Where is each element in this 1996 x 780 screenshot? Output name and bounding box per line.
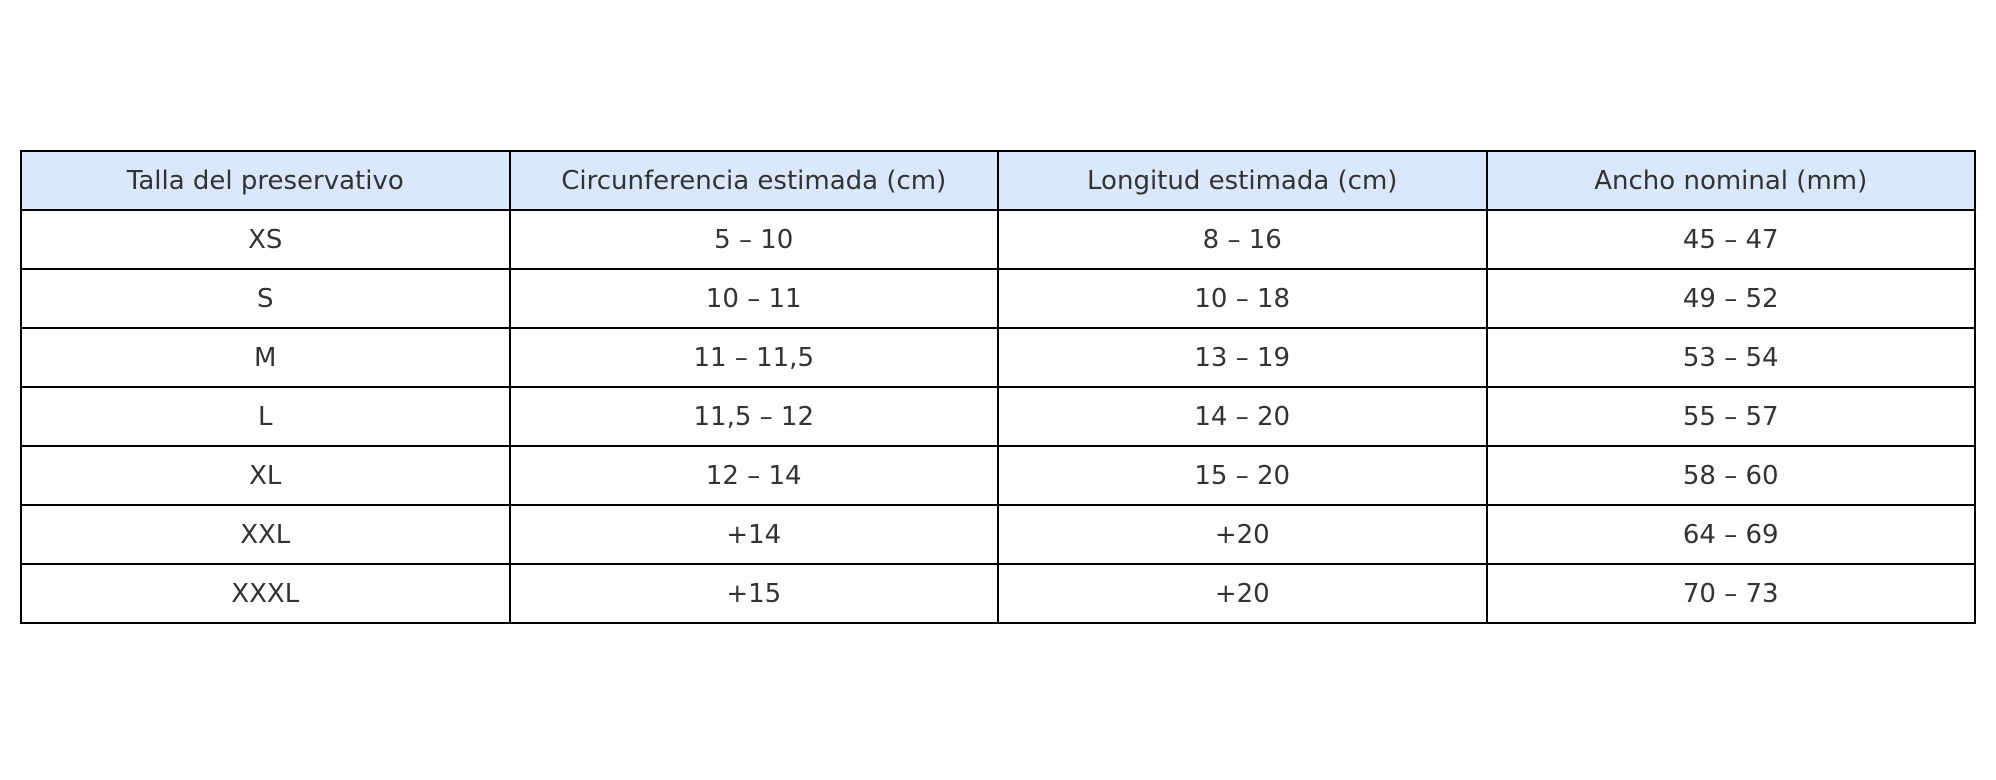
table-cell: S	[20, 268, 511, 329]
table-cell: 53 – 54	[1485, 327, 1976, 388]
table-cell: 12 – 14	[508, 445, 999, 506]
table-cell: 58 – 60	[1485, 445, 1976, 506]
header-cell: Talla del preservativo	[20, 150, 511, 211]
table-cell: 14 – 20	[997, 386, 1488, 447]
table-cell: 11,5 – 12	[508, 386, 999, 447]
table-row: XXXL +15 +20 70 – 73	[20, 563, 1976, 624]
table-cell: 55 – 57	[1485, 386, 1976, 447]
table-row: XL 12 – 14 15 – 20 58 – 60	[20, 445, 1976, 506]
table-cell: +15	[508, 563, 999, 624]
header-cell: Circunferencia estimada (cm)	[508, 150, 999, 211]
table-cell: 70 – 73	[1485, 563, 1976, 624]
table-cell: 5 – 10	[508, 209, 999, 270]
table-body: XS 5 – 10 8 – 16 45 – 47 S 10 – 11 10 – 18 49 –…	[20, 209, 1976, 624]
table-cell: XXL	[20, 504, 511, 565]
table-cell: 11 – 11,5	[508, 327, 999, 388]
table-header: Talla del preservativo Circunferencia est…	[20, 150, 1976, 211]
table-row: XXL +14 +20 64 – 69	[20, 504, 1976, 565]
table-cell: 10 – 18	[997, 268, 1488, 329]
table-cell: +14	[508, 504, 999, 565]
header-row: Talla del preservativo Circunferencia est…	[20, 150, 1976, 211]
table-cell: XL	[20, 445, 511, 506]
table-cell: 49 – 52	[1485, 268, 1976, 329]
table-cell: 8 – 16	[997, 209, 1488, 270]
table-cell: M	[20, 327, 511, 388]
table-cell: L	[20, 386, 511, 447]
table-cell: XXXL	[20, 563, 511, 624]
table-cell: XS	[20, 209, 511, 270]
header-cell: Longitud estimada (cm)	[997, 150, 1488, 211]
table-cell: 45 – 47	[1485, 209, 1976, 270]
table-row: S 10 – 11 10 – 18 49 – 52	[20, 268, 1976, 329]
table-cell: 64 – 69	[1485, 504, 1976, 565]
table-row: M 11 – 11,5 13 – 19 53 – 54	[20, 327, 1976, 388]
table-row: L 11,5 – 12 14 – 20 55 – 57	[20, 386, 1976, 447]
table-cell: +20	[997, 563, 1488, 624]
table-cell: 13 – 19	[997, 327, 1488, 388]
table-cell: 15 – 20	[997, 445, 1488, 506]
size-table: Talla del preservativo Circunferencia est…	[20, 150, 1976, 624]
table-row: XS 5 – 10 8 – 16 45 – 47	[20, 209, 1976, 270]
table-cell: 10 – 11	[508, 268, 999, 329]
table-cell: +20	[997, 504, 1488, 565]
header-cell: Ancho nominal (mm)	[1485, 150, 1976, 211]
